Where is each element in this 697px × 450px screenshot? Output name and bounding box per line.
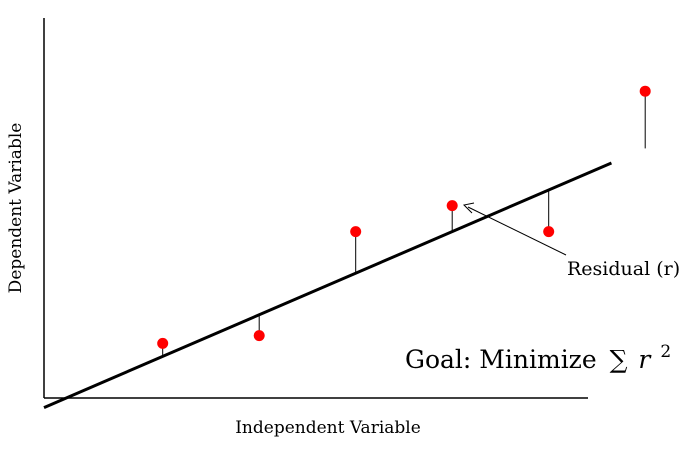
residual-lines <box>162 91 646 357</box>
residual-arrow-shaft <box>467 206 567 256</box>
residual-arrow-head <box>462 202 475 214</box>
sum-symbol: ∑ <box>610 345 628 374</box>
data-point <box>253 330 265 342</box>
regression-line <box>43 161 613 409</box>
data-point <box>543 226 555 238</box>
residual-label: Residual (r) <box>567 258 680 280</box>
goal-exponent: 2 <box>660 342 671 362</box>
data-points <box>157 85 651 349</box>
goal-text: Goal: Minimize <box>405 345 597 374</box>
data-point <box>157 337 169 349</box>
goal-label: Goal: Minimize ∑ r 2 <box>405 342 671 374</box>
data-point <box>446 200 458 212</box>
y-axis-label: Dependent Variable <box>6 123 26 294</box>
data-point <box>350 226 362 238</box>
goal-variable: r <box>638 345 652 374</box>
data-point <box>639 85 651 97</box>
x-axis-label: Independent Variable <box>235 418 421 438</box>
